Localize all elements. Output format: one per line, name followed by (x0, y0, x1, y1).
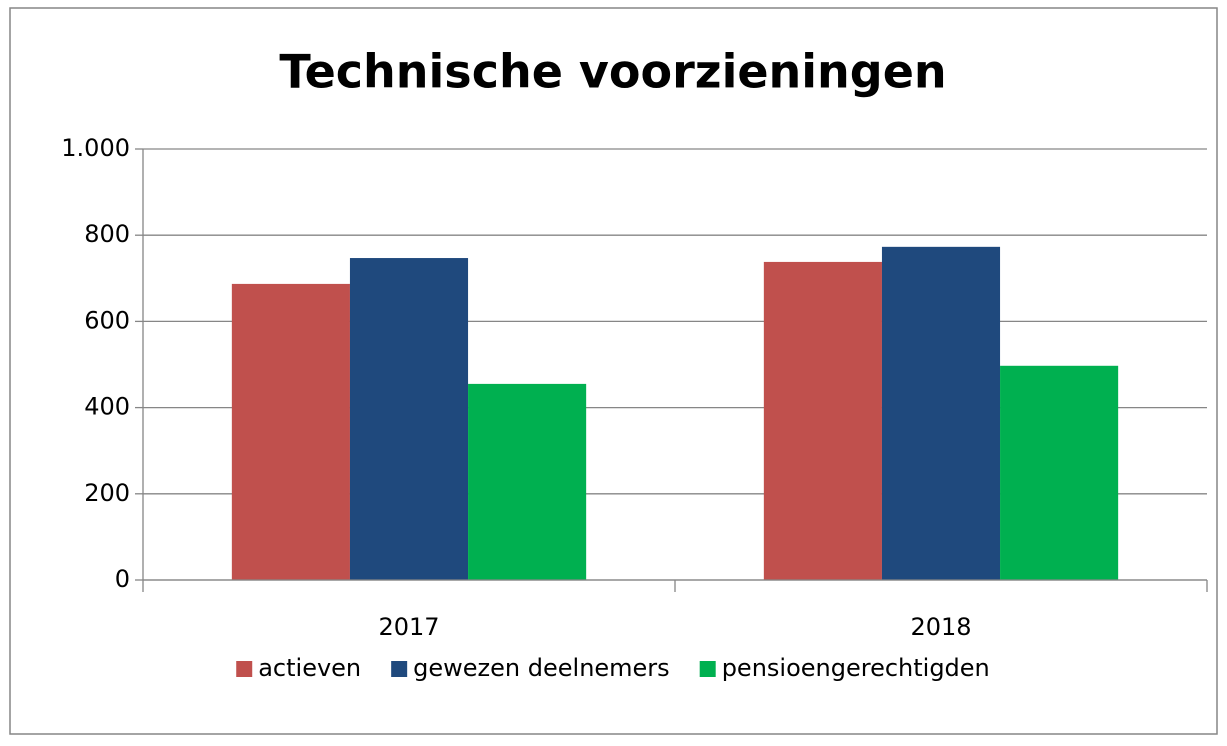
bar (1000, 365, 1119, 580)
y-tick-label: 600 (84, 306, 130, 334)
legend-swatch (391, 661, 408, 677)
y-tick-label: 400 (84, 393, 130, 421)
bar (881, 246, 1001, 580)
x-tick-label: 2017 (378, 613, 439, 641)
legend-label: gewezen deelnemers (413, 654, 670, 682)
legend-label: actieven (258, 654, 361, 682)
y-tick-label: 0 (115, 565, 130, 593)
y-tick-label: 800 (84, 220, 130, 248)
x-tick-label: 2018 (910, 613, 971, 641)
bar (231, 283, 350, 580)
bar (349, 258, 469, 580)
y-tick-label: 200 (84, 479, 130, 507)
y-tick-label: 1.000 (61, 134, 130, 162)
chart-title: Technische voorzieningen (279, 45, 946, 99)
legend-swatch (699, 661, 716, 677)
legend-swatch (236, 661, 253, 677)
bar (468, 383, 587, 580)
bar (763, 261, 882, 580)
legend-label: pensioengerechtigden (722, 654, 990, 682)
